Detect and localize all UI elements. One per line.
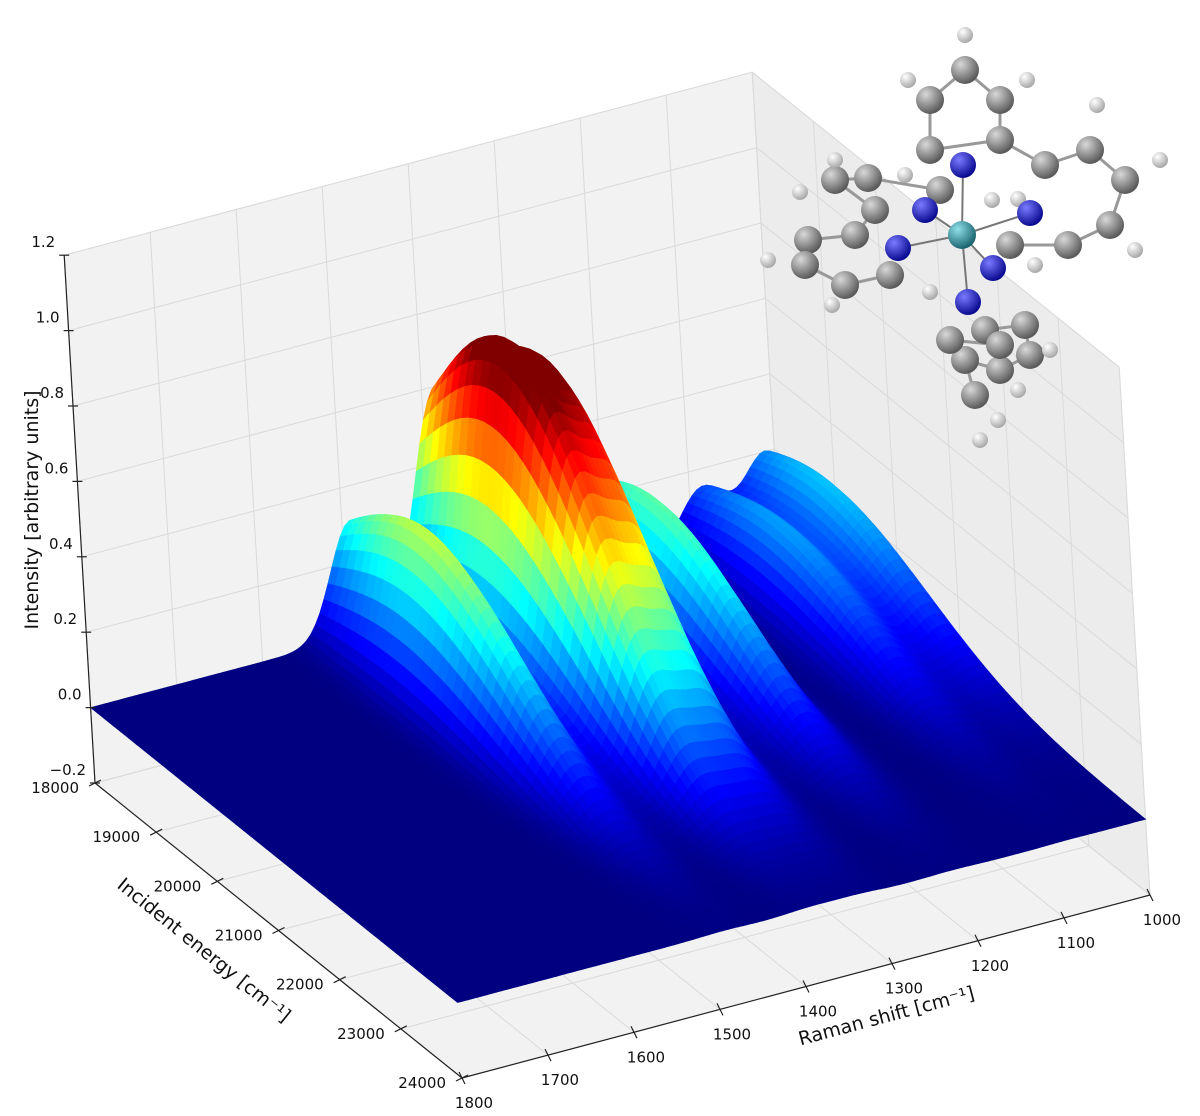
grid-line bbox=[751, 71, 1120, 368]
grid-line bbox=[769, 373, 1138, 670]
grid-line bbox=[149, 232, 182, 761]
grid-line bbox=[72, 222, 762, 407]
grid-line bbox=[400, 845, 1089, 1030]
grid-line bbox=[235, 209, 268, 738]
surface bbox=[89, 335, 1147, 1003]
grid-line bbox=[68, 147, 757, 332]
grid-line bbox=[1057, 318, 1090, 846]
grid-line bbox=[1118, 367, 1151, 896]
grid-line bbox=[756, 147, 1124, 443]
grid-line bbox=[765, 298, 1133, 594]
grid-line bbox=[64, 71, 753, 256]
grid-line bbox=[77, 297, 766, 482]
